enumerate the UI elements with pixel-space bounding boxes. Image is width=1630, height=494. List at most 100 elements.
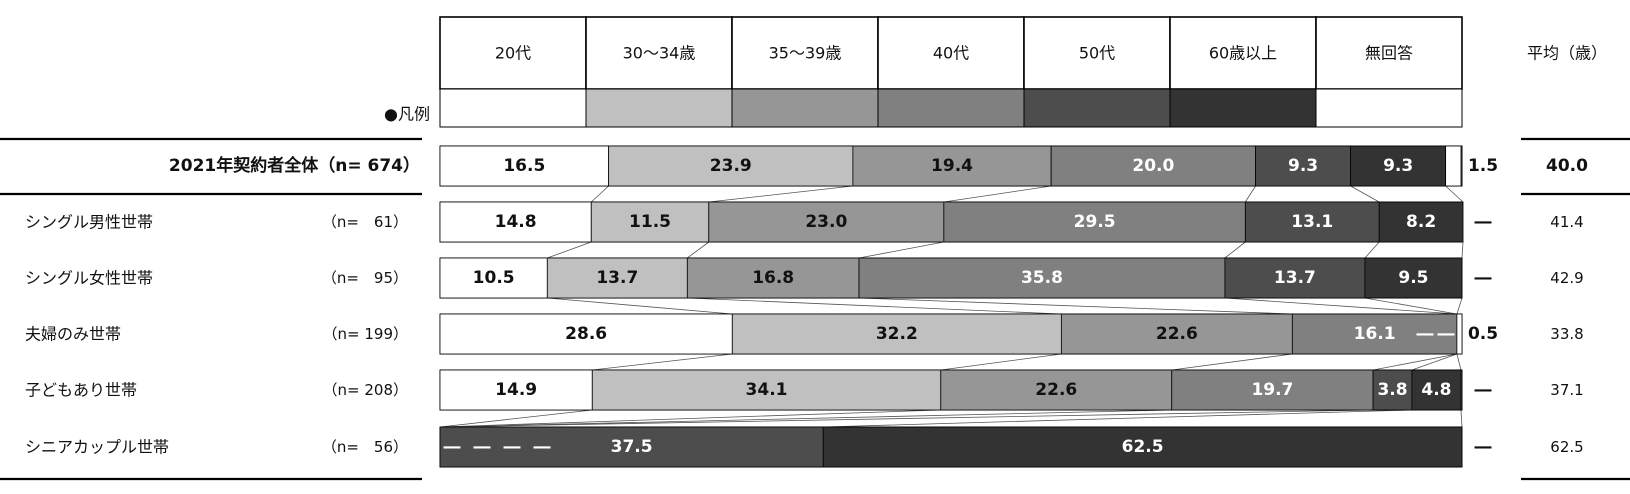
connector-line: [943, 185, 1052, 203]
bar-value-label: 62.5: [1122, 437, 1164, 457]
legend-title: ●凡例: [384, 105, 430, 124]
bar-segment: [590, 201, 710, 243]
connector-line: [859, 297, 1293, 315]
row-average: 41.4: [1550, 213, 1583, 231]
row-label: 子どもあり世帯: [25, 381, 137, 400]
bar-segment: [546, 257, 688, 299]
bar-value-label: 22.6: [1035, 380, 1077, 400]
bar-segment: [1456, 313, 1463, 355]
row-label: シングル男性世帯: [25, 213, 153, 232]
legend-series-name: 無回答: [1365, 44, 1413, 63]
bar-value-label: 23.9: [710, 156, 752, 176]
row-sample-size: （n= 199）: [323, 325, 408, 343]
bar-segment: [1411, 369, 1462, 411]
bar-segment: [1050, 145, 1256, 187]
legend-header-cell: [439, 16, 587, 90]
bar-segment: [1255, 145, 1352, 187]
connector-line: [1350, 185, 1380, 203]
bar-segment: [852, 145, 1052, 187]
row-sample-size: （n= 61）: [322, 213, 408, 231]
connector-line: [1171, 353, 1293, 371]
bar-value-label: 35.8: [1021, 268, 1063, 288]
bar-zero-dash: ―: [504, 437, 521, 457]
bar-value-label: 28.6: [565, 324, 607, 344]
bar-segment: [858, 257, 1226, 299]
bar-zero-dash: ―: [534, 437, 551, 457]
bar-value-label: 22.6: [1156, 324, 1198, 344]
row-label: 夫婦のみ世帯: [25, 325, 121, 344]
connector-line: [1460, 409, 1463, 428]
bar-value-label: 16.5: [503, 156, 545, 176]
bar-value-label: 29.5: [1074, 212, 1116, 232]
bar-segment: [1171, 369, 1374, 411]
bar-segment: [708, 201, 945, 243]
connector-line: [1411, 353, 1458, 371]
bar-segment: [439, 426, 824, 468]
legend-series-name: 60歳以上: [1209, 44, 1277, 63]
connector-line: [1461, 241, 1464, 259]
legend-swatch: [1169, 88, 1317, 128]
legend-series-name: 40代: [933, 44, 969, 63]
bar-segment: [1291, 313, 1458, 355]
bar-value-label: 13.7: [596, 268, 638, 288]
connector-line: [940, 353, 1062, 371]
average-header: 平均（歳）: [1527, 44, 1607, 63]
connector-line: [1244, 185, 1256, 203]
legend-swatch: [585, 88, 733, 128]
connector-line: [1224, 241, 1246, 259]
bar-value-label: 13.1: [1291, 212, 1333, 232]
bar-segment: [439, 257, 548, 299]
row-sample-size: （n= 95）: [322, 269, 408, 287]
connector-line: [1445, 185, 1464, 203]
legend-swatch: [439, 88, 587, 128]
row-label: シニアカップル世帯: [25, 438, 169, 457]
bar-segment: [439, 145, 610, 187]
bar-value-label: 37.5: [611, 437, 653, 457]
legend-header-cell: [585, 16, 733, 90]
connector-line: [1364, 297, 1457, 315]
bar-segment: [822, 426, 1463, 468]
bar-segment: [1244, 201, 1380, 243]
connector-line: [592, 353, 733, 371]
bar-value-label: 19.4: [931, 156, 973, 176]
connector-line: [858, 241, 944, 259]
connector-line: [1456, 297, 1463, 315]
row-average: 42.9: [1550, 269, 1583, 287]
bar-segment: [439, 201, 592, 243]
bar-value-label: 9.3: [1383, 156, 1413, 176]
bar-zero-dash: ―: [444, 437, 461, 457]
row-average: 62.5: [1550, 438, 1583, 456]
legend-series-name: 20代: [495, 44, 531, 63]
no-answer-label: ―: [1475, 380, 1492, 400]
no-answer-label: ―: [1475, 437, 1492, 457]
connector-line: [708, 185, 853, 203]
bar-segment: [591, 369, 942, 411]
legend-swatch: [877, 88, 1025, 128]
row-average: 33.8: [1550, 325, 1583, 343]
bar-value-label: 10.5: [473, 268, 515, 288]
connector-line: [547, 241, 592, 259]
bar-value-label: 13.7: [1274, 268, 1316, 288]
bar-segment: [1364, 257, 1463, 299]
row-average: 40.0: [1546, 156, 1588, 176]
bar-segment: [608, 145, 854, 187]
bar-value-label: 8.2: [1406, 212, 1436, 232]
row-average: 37.1: [1550, 381, 1583, 399]
legend-series-name: 50代: [1079, 44, 1115, 63]
bar-value-label: 20.0: [1132, 156, 1174, 176]
bar-value-label: 16.1: [1354, 324, 1396, 344]
connector-line: [439, 409, 593, 428]
legend-header-cell: [1169, 16, 1317, 90]
no-answer-label: 1.5: [1468, 156, 1498, 176]
bar-value-label: 34.1: [746, 380, 788, 400]
bar-value-label: 4.8: [1421, 380, 1451, 400]
bar-segment: [686, 257, 860, 299]
bar-value-label: 19.7: [1251, 380, 1293, 400]
connector-line: [687, 297, 1062, 315]
legend-header-cell: [731, 16, 879, 90]
connector-line: [439, 409, 1172, 428]
bar-value-label: 9.3: [1288, 156, 1318, 176]
no-answer-label: ―: [1475, 268, 1492, 288]
connector-line: [1456, 353, 1462, 371]
